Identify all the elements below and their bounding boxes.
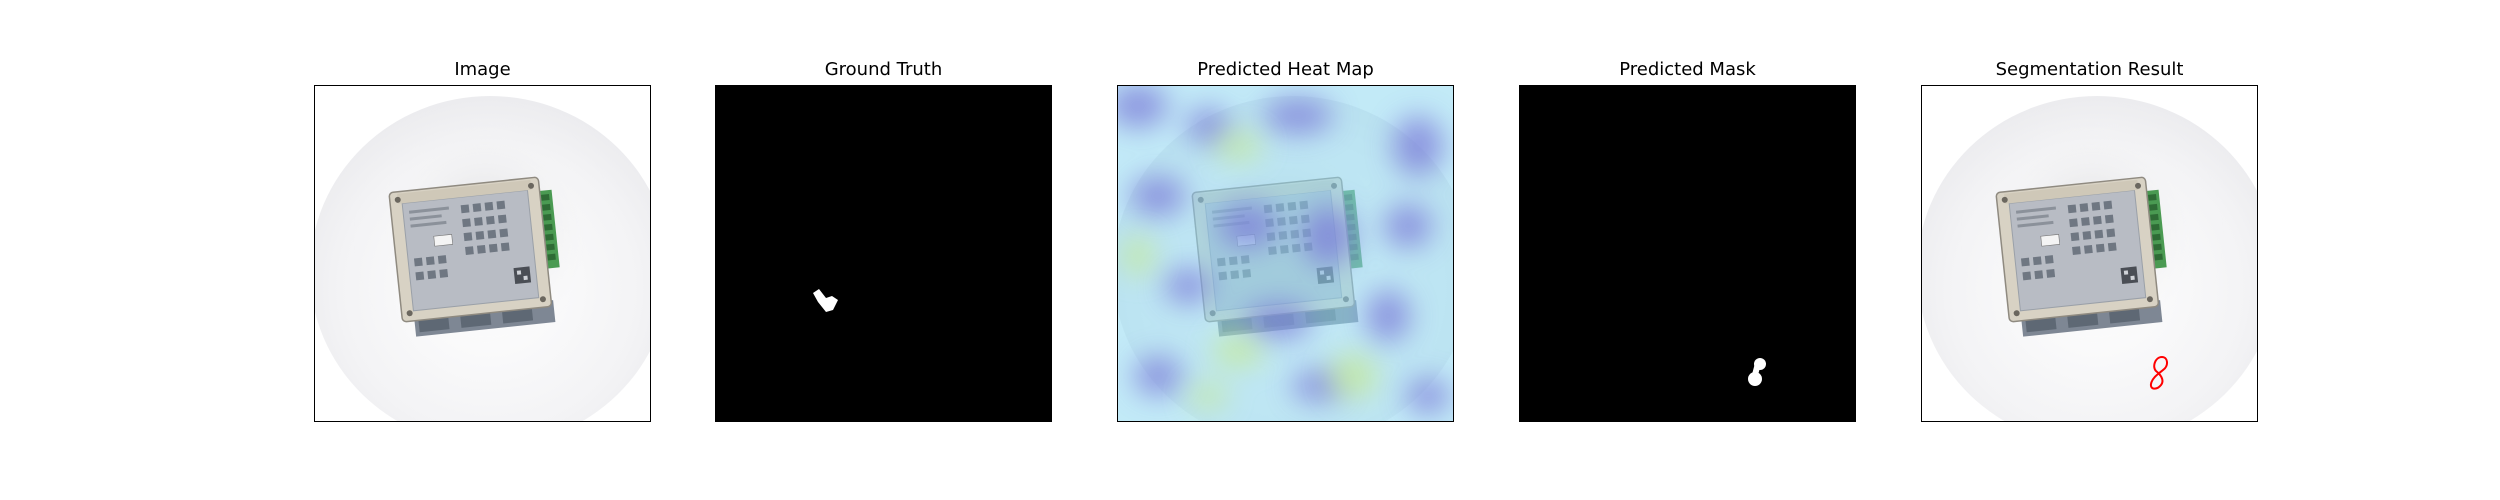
predicted-mask-region <box>1748 358 1766 386</box>
panel-title: Predicted Heat Map <box>1197 59 1374 80</box>
panel-title: Segmentation Result <box>1995 59 2184 80</box>
panel-segmentation-result: Segmentation Result <box>1921 58 2258 425</box>
ground-truth-frame <box>715 85 1052 422</box>
predicted-mask <box>1520 86 1855 421</box>
panel-heat-map: Predicted Heat Map <box>1117 58 1454 425</box>
panel-title: Predicted Mask <box>1619 59 1756 80</box>
panel-image: Image <box>314 58 651 425</box>
image-frame <box>314 85 651 422</box>
ground-truth-mask <box>716 86 1051 421</box>
predicted-mask-frame <box>1519 85 1856 422</box>
segmentation-overlay <box>1922 86 2257 421</box>
segmentation-frame <box>1921 85 2258 422</box>
ground-truth-region <box>813 289 838 312</box>
panel-ground-truth: Ground Truth <box>715 58 1052 425</box>
input-photo <box>315 86 650 421</box>
segmentation-outline <box>2149 355 2168 390</box>
panel-title: Ground Truth <box>824 59 943 80</box>
heat-map-overlay <box>1118 86 1453 421</box>
heat-map-frame <box>1117 85 1454 422</box>
panel-predicted-mask: Predicted Mask <box>1519 58 1856 425</box>
panel-title: Image <box>454 59 511 80</box>
